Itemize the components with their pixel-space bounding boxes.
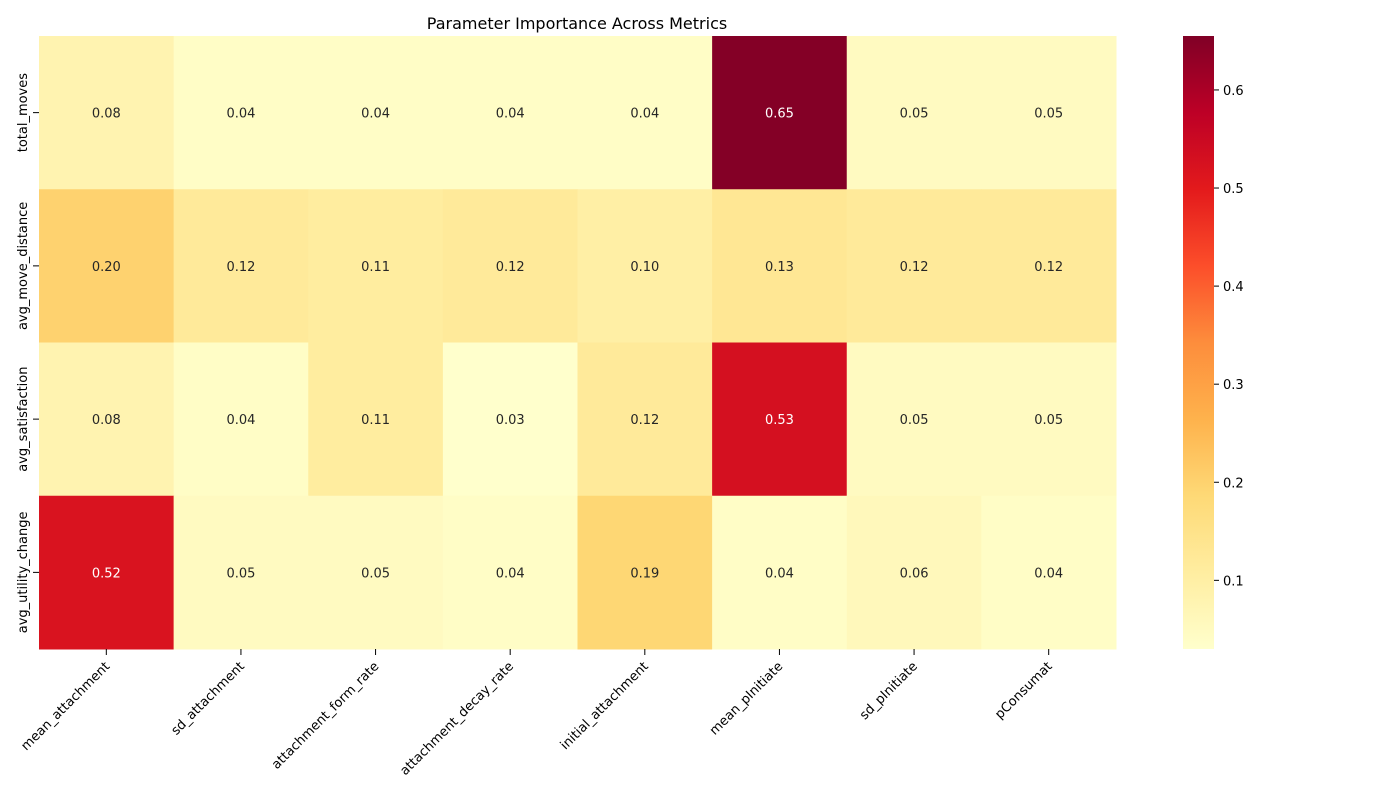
heatmap-cell — [577, 189, 713, 343]
heatmap-cell — [39, 495, 175, 650]
cell-value-label: 0.05 — [226, 566, 255, 581]
x-tick-label: initial_attachment — [558, 659, 652, 753]
heatmap-cell — [577, 495, 713, 650]
heatmap-cell — [308, 495, 444, 650]
heatmap-cell — [981, 36, 1117, 190]
heatmap-cell — [712, 495, 848, 650]
cell-value-label: 0.05 — [1034, 413, 1063, 428]
x-tick-label: pConsumat — [992, 659, 1055, 722]
colorbar: 0.1 0.2 0.3 0.4 0.5 0.6 — [1183, 36, 1244, 649]
heatmap-cell — [577, 342, 713, 497]
heatmap-cell — [981, 342, 1117, 497]
cell-value-label: 0.19 — [630, 566, 659, 581]
colorbar-tick-label: 0.4 — [1223, 280, 1244, 295]
cell-value-label: 0.04 — [496, 566, 525, 581]
cell-value-label: 0.03 — [496, 413, 525, 428]
colorbar-tick-label: 0.2 — [1223, 476, 1244, 491]
cell-value-label: 0.04 — [630, 107, 659, 122]
cell-value-label: 0.05 — [900, 413, 929, 428]
heatmap-cell — [712, 342, 848, 497]
heatmap-cell — [308, 342, 444, 497]
colorbar-gradient — [1183, 36, 1214, 649]
cell-value-label: 0.12 — [630, 413, 659, 428]
heatmap-cell — [308, 36, 444, 190]
heatmap-cell — [981, 495, 1117, 650]
heatmap-cell — [442, 342, 578, 497]
colorbar-tick-label: 0.3 — [1223, 378, 1244, 393]
cell-value-label: 0.05 — [1034, 107, 1063, 122]
heatmap-cell — [442, 189, 578, 343]
cell-value-label: 0.08 — [92, 107, 121, 122]
heatmap-cell — [308, 189, 444, 343]
cell-value-label: 0.04 — [765, 566, 794, 581]
y-tick-label: avg_move_distance — [16, 202, 31, 330]
cell-value-label: 0.08 — [92, 413, 121, 428]
heatmap-cell — [846, 495, 982, 650]
heatmap-cell — [712, 189, 848, 343]
x-tick-label: sd_pInitiate — [857, 659, 921, 723]
heatmap-cell — [846, 36, 982, 190]
x-tick-label: mean_pInitiate — [707, 659, 786, 738]
y-tick-label: avg_satisfaction — [16, 367, 31, 472]
colorbar-tick-label: 0.6 — [1223, 84, 1244, 99]
cell-value-label: 0.53 — [765, 413, 794, 428]
cell-value-label: 0.06 — [900, 566, 929, 581]
cell-value-label: 0.05 — [900, 107, 929, 122]
heatmap-cell — [442, 495, 578, 650]
heatmap-cell — [577, 36, 713, 190]
x-tick-label: attachment_form_rate — [269, 659, 382, 772]
heatmap-cell — [39, 189, 175, 343]
x-tick-label: mean_attachment — [18, 659, 113, 754]
cell-value-label: 0.12 — [226, 260, 255, 275]
x-tick-label: attachment_decay_rate — [398, 659, 517, 778]
cell-value-label: 0.12 — [496, 260, 525, 275]
cell-value-label: 0.20 — [92, 260, 121, 275]
x-axis: mean_attachment sd_attachment attachment_f… — [18, 649, 1056, 779]
y-tick-label: total_moves — [16, 73, 31, 153]
heatmap-cell — [846, 342, 982, 497]
colorbar-tick-label: 0.1 — [1223, 574, 1244, 589]
cell-value-label: 0.13 — [765, 260, 794, 275]
heatmap-cell — [981, 189, 1117, 343]
cell-value-label: 0.04 — [1034, 566, 1063, 581]
heatmap-cell — [39, 36, 175, 190]
y-tick-label: avg_utility_change — [16, 512, 31, 634]
heatmap-cell — [173, 189, 309, 343]
cell-value-label: 0.11 — [361, 413, 390, 428]
chart-title: Parameter Importance Across Metrics — [427, 14, 727, 33]
cell-value-label: 0.11 — [361, 260, 390, 275]
colorbar-tick-label: 0.5 — [1223, 182, 1244, 197]
heatmap-cell — [442, 36, 578, 190]
heatmap-cell — [173, 342, 309, 497]
heatmap-cell — [173, 495, 309, 650]
heatmap-cell — [173, 36, 309, 190]
cell-value-label: 0.04 — [496, 107, 525, 122]
x-tick-label: sd_attachment — [169, 659, 248, 738]
heatmap-cell — [39, 342, 175, 497]
y-axis: total_moves avg_move_distance avg_satisfac… — [16, 73, 39, 633]
cell-value-label: 0.05 — [361, 566, 390, 581]
cell-value-label: 0.65 — [765, 107, 794, 122]
heatmap-cells: 0.08 0.04 0.04 0.04 0.04 0.65 0.05 0.05 0.20 0.12… — [39, 36, 1117, 650]
cell-value-label: 0.12 — [900, 260, 929, 275]
heatmap-cell — [712, 36, 848, 190]
cell-value-label: 0.04 — [226, 413, 255, 428]
cell-value-label: 0.04 — [361, 107, 390, 122]
cell-value-label: 0.52 — [92, 566, 121, 581]
cell-value-label: 0.10 — [630, 260, 659, 275]
cell-value-label: 0.12 — [1034, 260, 1063, 275]
cell-value-label: 0.04 — [226, 107, 255, 122]
heatmap-cell — [846, 189, 982, 343]
